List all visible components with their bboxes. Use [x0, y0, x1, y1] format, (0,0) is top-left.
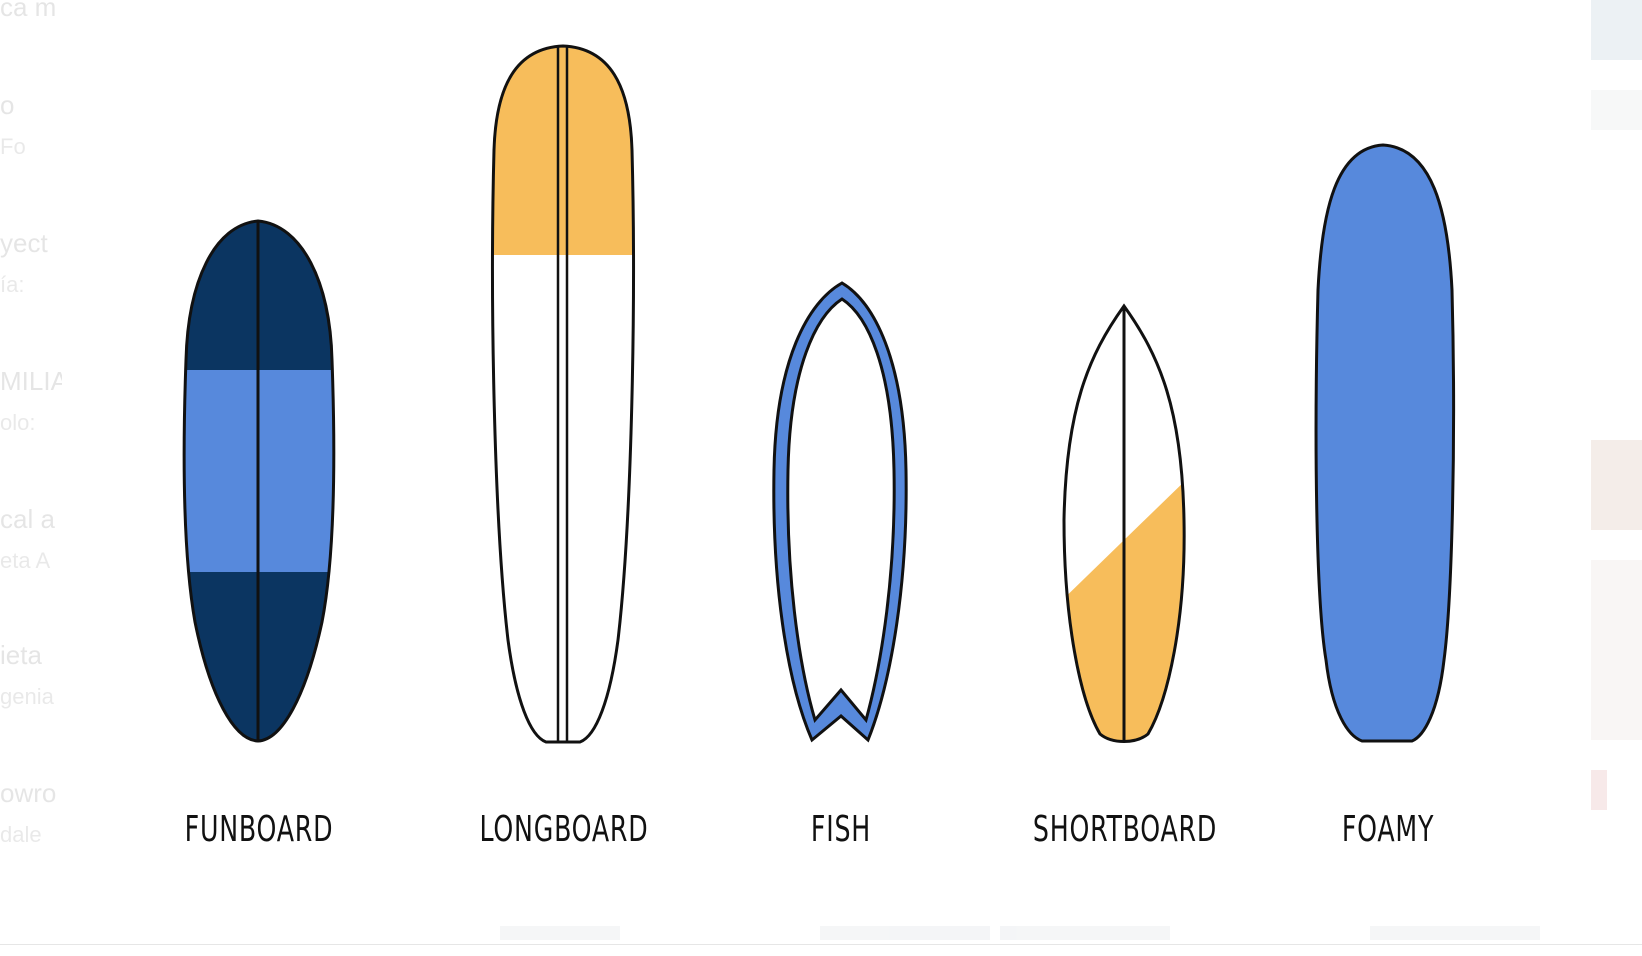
foamy-label: FOAMY [1341, 809, 1435, 850]
background-text: ieta [0, 640, 42, 670]
foamy-board [1314, 143, 1456, 743]
background-block [820, 926, 990, 940]
background-block [1591, 0, 1642, 60]
funboard-outline [182, 219, 336, 743]
fish-deck [786, 297, 896, 724]
background-text: ca m [0, 0, 57, 22]
background-text: MILIA [0, 366, 62, 396]
funboard-tail-panel [184, 572, 334, 741]
foamy-outline [1314, 143, 1456, 743]
background-text: yect [0, 228, 48, 258]
background-text: Fo [0, 134, 26, 159]
shortboard-board [1062, 303, 1186, 743]
longboard-body-panel [492, 255, 634, 742]
background-block [1370, 926, 1540, 940]
longboard-nose-panel [492, 46, 634, 255]
shortboard-label: SHORTBOARD [1032, 809, 1218, 850]
funboard-board [182, 219, 336, 743]
background-text: dale [0, 822, 42, 847]
background-ui-right [1587, 0, 1642, 900]
background-block [1591, 770, 1607, 810]
shortboard-outline [1062, 303, 1186, 743]
background-text: ía: [0, 272, 25, 297]
bottom-divider [0, 944, 1642, 945]
background-block [1591, 440, 1642, 530]
background-text: o [0, 90, 15, 120]
background-block [1591, 90, 1642, 130]
fish-label: FISH [810, 809, 872, 850]
background-text: cal a [0, 504, 55, 534]
background-ui-bottom [500, 918, 1600, 948]
longboard-outline [491, 44, 635, 744]
background-ui-left: ca m o Fo yect ía: MILIA olo: cal a eta … [0, 0, 62, 940]
background-text: olo: [0, 410, 36, 435]
background-block [1591, 560, 1642, 740]
funboard-middle-panel [184, 370, 334, 572]
background-text: genia [0, 684, 54, 709]
background-text: owro [0, 778, 57, 808]
background-text: eta A [0, 548, 51, 573]
funboard-label: FUNBOARD [184, 809, 334, 850]
fish-board [772, 281, 908, 743]
background-block [1000, 926, 1170, 940]
background-block [500, 926, 620, 940]
longboard-label: LONGBOARD [479, 809, 649, 850]
shortboard-tail-panel [1064, 476, 1185, 742]
longboard-board [491, 44, 635, 744]
